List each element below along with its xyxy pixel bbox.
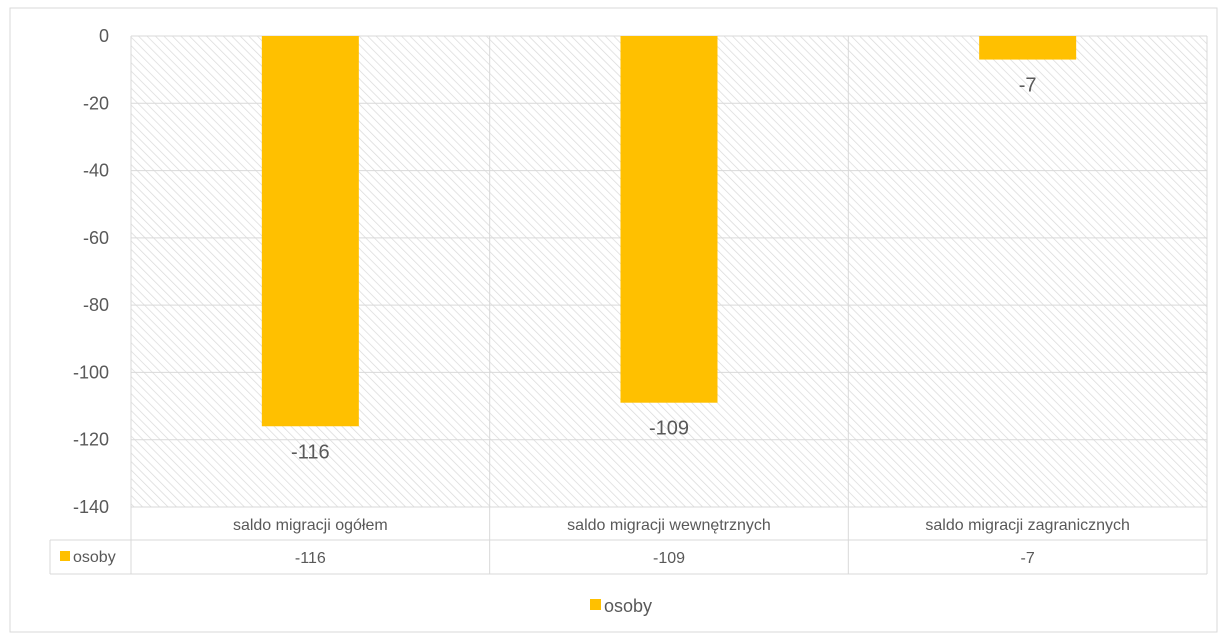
y-tick-label: 0 [99, 26, 109, 46]
table-series-label: osoby [73, 549, 116, 566]
y-tick-label: -80 [83, 295, 109, 315]
y-tick-label: -120 [73, 430, 109, 450]
bars [261, 36, 1077, 427]
y-tick-label: -40 [83, 161, 109, 181]
legend: osoby [590, 596, 652, 616]
y-tick-label: -140 [73, 497, 109, 517]
y-tick-label: -20 [83, 93, 109, 113]
table-value: -7 [1021, 550, 1035, 567]
data-labels: -116 -109 -7 [291, 75, 1037, 464]
x-category-label: saldo migracji wewnętrznych [567, 517, 771, 534]
data-label: -116 [291, 441, 330, 463]
data-label: -7 [1019, 75, 1037, 97]
table-legend-key [60, 551, 70, 561]
data-label: -109 [649, 418, 689, 440]
data-table: saldo migracji ogółem saldo migracji wewn… [49, 507, 1208, 575]
y-tick-label: -100 [73, 362, 109, 382]
table-value: -116 [295, 550, 326, 567]
table-value: -109 [653, 550, 685, 567]
bar [979, 36, 1077, 60]
x-category-label: saldo migracji zagranicznych [925, 517, 1130, 534]
y-tick-label: -60 [83, 228, 109, 248]
bar [261, 36, 359, 427]
legend-swatch [590, 599, 601, 610]
legend-label: osoby [604, 596, 652, 616]
y-axis: 0 -20 -40 -60 -80 -100 -120 -140 [73, 26, 109, 517]
x-category-label: saldo migracji ogółem [233, 517, 388, 534]
bar [620, 36, 718, 403]
